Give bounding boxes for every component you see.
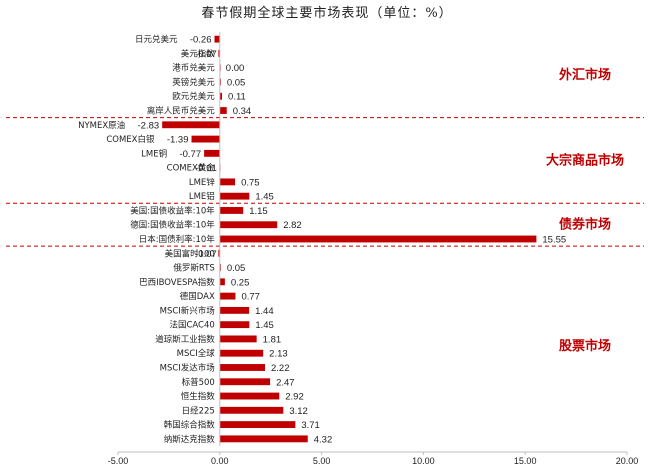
- bar: [219, 221, 278, 229]
- x-tick-label: 5.00: [313, 456, 331, 466]
- category-label: MSCI全球: [177, 348, 216, 359]
- category-label: LME锌: [189, 177, 215, 188]
- category-label: 道琼斯工业指数: [155, 334, 215, 345]
- value-label: 0.11: [228, 92, 246, 103]
- category-label: 法国CAC40: [169, 320, 214, 331]
- bar: [219, 349, 264, 357]
- bar: [219, 192, 250, 200]
- value-label: -0.77: [179, 149, 201, 160]
- value-label: 2.92: [285, 392, 304, 403]
- chart-title: 春节假期全球主要市场表现（单位：%）: [201, 5, 452, 21]
- x-tick-label: 20.00: [616, 456, 639, 466]
- value-label: -2.83: [138, 120, 160, 131]
- category-label: 恒生指数: [181, 391, 216, 402]
- x-tick-label: 15.00: [514, 456, 537, 466]
- category-label: 日经225: [182, 405, 215, 416]
- value-label: 0.00: [226, 63, 245, 74]
- category-label: 美元指数: [181, 48, 216, 59]
- value-label: 1.15: [249, 206, 267, 217]
- bar: [219, 78, 221, 86]
- value-label: 0.05: [227, 77, 246, 88]
- category-label: 美国:国债收益率:10年: [130, 205, 215, 216]
- bar: [219, 421, 296, 429]
- section-label: 外汇市场: [558, 67, 611, 83]
- section-label: 大宗商品市场: [546, 152, 624, 168]
- bar: [204, 149, 220, 157]
- value-label: -0.07: [195, 249, 217, 260]
- bar: [219, 364, 265, 371]
- value-label: 3.12: [289, 406, 308, 417]
- value-label: -0.26: [190, 35, 212, 46]
- bar: [219, 306, 250, 314]
- category-label: COMEX白银: [106, 134, 155, 145]
- value-label: 0.77: [241, 292, 260, 303]
- x-tick-label: -5.00: [108, 456, 129, 466]
- bar: [219, 178, 236, 186]
- category-label: 美国富时100: [165, 248, 215, 259]
- category-label: 离岸人民币兑美元: [147, 106, 216, 117]
- value-label: 15.55: [542, 235, 566, 246]
- bar: [219, 435, 308, 443]
- value-label: -0.01: [195, 163, 217, 174]
- value-label: 0.75: [241, 177, 260, 188]
- bar: [219, 264, 221, 271]
- value-label: 0.34: [233, 106, 252, 117]
- value-label: 0.25: [231, 277, 250, 288]
- category-label: 俄罗斯RTS: [173, 263, 214, 274]
- bar: [162, 121, 220, 129]
- bar: [219, 406, 284, 414]
- value-label: -1.39: [167, 135, 189, 146]
- value-label: 1.44: [255, 306, 274, 317]
- category-label: 日元兑美元: [135, 34, 178, 45]
- category-label: LME铜: [141, 148, 167, 159]
- category-label: 巴西IBOVESPA指数: [139, 277, 215, 288]
- section-label: 债券市场: [559, 217, 611, 233]
- value-label: 4.32: [314, 434, 333, 445]
- category-label: 纳斯达克指数: [164, 434, 216, 445]
- x-tick-label: 10.00: [412, 456, 435, 466]
- bar: [219, 335, 257, 343]
- bar: [219, 278, 225, 286]
- category-label: LME铝: [189, 191, 215, 202]
- category-label: NYMEX原油: [78, 120, 125, 131]
- category-label: COMEX黄金: [167, 163, 216, 174]
- category-label: MSCI新兴市场: [160, 305, 215, 316]
- value-label: 3.71: [301, 420, 320, 431]
- category-label: 德国:国债收益率:10年: [130, 220, 215, 231]
- category-label: 欧元兑美元: [172, 91, 215, 102]
- bar: [219, 378, 271, 386]
- category-label: 英镑兑美元: [172, 77, 215, 88]
- section-label: 股票市场: [559, 338, 611, 354]
- category-label: 韩国综合指数: [164, 420, 216, 431]
- value-label: -0.07: [195, 49, 217, 60]
- bar: [219, 235, 537, 243]
- value-label: 2.47: [276, 377, 295, 388]
- value-label: 0.05: [227, 263, 246, 274]
- bar: [214, 35, 220, 43]
- bar: [191, 135, 220, 143]
- value-label: 2.82: [283, 220, 302, 231]
- category-label: MSCI发达市场: [160, 362, 215, 373]
- value-label: 1.45: [255, 320, 274, 331]
- category-label: 德国DAX: [180, 291, 215, 302]
- bar: [219, 392, 280, 400]
- value-label: 1.45: [255, 192, 274, 203]
- bar: [219, 292, 236, 300]
- category-label: 日本:国债利率:10年: [139, 234, 216, 245]
- category-label: 港币兑美元: [172, 63, 215, 74]
- bar: [219, 92, 223, 100]
- value-label: 2.13: [269, 349, 288, 360]
- bar: [218, 249, 220, 257]
- x-tick-label: 0.00: [211, 456, 229, 466]
- value-label: 1.81: [263, 334, 282, 345]
- bar: [219, 107, 227, 114]
- bar: [219, 321, 250, 329]
- bar: [218, 49, 220, 57]
- bar: [219, 207, 244, 214]
- value-label: 2.22: [271, 363, 290, 374]
- category-label: 标普500: [182, 377, 215, 388]
